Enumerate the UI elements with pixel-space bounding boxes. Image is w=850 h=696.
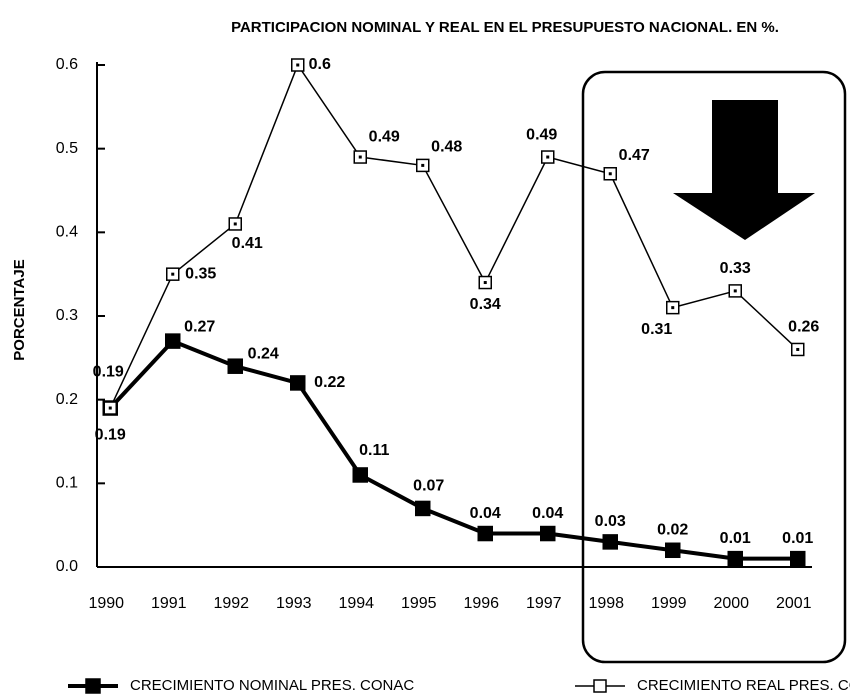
- y-tick-label: 0.4: [56, 224, 78, 241]
- data-label: 0.27: [184, 318, 215, 335]
- data-label: 0.49: [369, 128, 400, 145]
- x-tick-label: 1996: [463, 595, 499, 612]
- data-point-dot: [546, 155, 550, 159]
- data-label: 0.02: [657, 521, 688, 538]
- legend-marker: [85, 678, 101, 694]
- data-label: 0.04: [470, 505, 501, 522]
- highlight-box: [581, 70, 847, 664]
- legend-marker: [593, 679, 607, 693]
- x-tick-label: 1997: [526, 595, 562, 612]
- data-label: 0.24: [248, 345, 279, 362]
- data-label: 0.41: [232, 235, 263, 252]
- data-point: [727, 550, 743, 567]
- data-point: [665, 542, 681, 559]
- data-point: [602, 534, 618, 550]
- legend: CRECIMIENTO NOMINAL PRES. CONAC CRECIMIEN…: [68, 677, 850, 694]
- x-tick-label: 1992: [213, 595, 249, 612]
- y-tick-label: 0.6: [56, 56, 78, 73]
- y-tick-label: 0.3: [56, 307, 78, 324]
- data-label: 0.6: [309, 56, 331, 73]
- x-tick-label: 1998: [588, 595, 624, 612]
- down-arrow: [673, 100, 815, 240]
- data-label: 0.07: [413, 478, 444, 495]
- x-tick-label: 1999: [651, 595, 687, 612]
- data-point-dot: [608, 172, 612, 176]
- data-label: 0.31: [641, 321, 672, 338]
- legend-label: CRECIMIENTO REAL PRES. CONAC: [637, 677, 850, 694]
- data-label: 0.34: [470, 296, 501, 313]
- data-point-dot: [733, 289, 737, 293]
- data-label: 0.11: [359, 442, 389, 459]
- data-point-dot: [796, 347, 800, 351]
- data-label: 0.04: [532, 505, 563, 522]
- data-label: 0.01: [782, 530, 813, 547]
- data-point-dot: [171, 272, 175, 276]
- x-tick-label: 2001: [776, 595, 812, 612]
- data-label: 0.33: [720, 260, 751, 277]
- data-point: [227, 358, 243, 374]
- data-point: [165, 333, 181, 349]
- x-tick-label: 1990: [88, 595, 124, 612]
- data-point-dot: [671, 306, 675, 310]
- data-label: 0.19: [93, 363, 124, 380]
- y-tick-label: 0.2: [56, 391, 78, 408]
- data-label: 0.03: [595, 513, 626, 530]
- data-label: 0.01: [720, 530, 751, 547]
- data-label: 0.22: [314, 374, 345, 391]
- data-label: 0.26: [788, 319, 819, 336]
- data-point: [352, 467, 368, 483]
- data-point-dot: [358, 155, 362, 159]
- y-tick-label: 0.5: [56, 140, 78, 157]
- chart-title: PARTICIPACION NOMINAL Y REAL EN EL PRESU…: [231, 19, 779, 36]
- data-point: [790, 550, 806, 567]
- data-point: [477, 525, 493, 542]
- data-point: [540, 525, 556, 542]
- data-label: 0.19: [95, 426, 126, 443]
- legend-label: CRECIMIENTO NOMINAL PRES. CONAC: [130, 677, 414, 694]
- x-tick-label: 1993: [276, 595, 312, 612]
- data-point-dot: [483, 281, 487, 285]
- x-tick-label: 1995: [401, 595, 437, 612]
- data-point: [415, 500, 431, 517]
- series-line: [109, 63, 799, 409]
- y-axis-label: PORCENTAJE: [11, 259, 28, 360]
- data-point: [290, 375, 306, 391]
- data-label: 0.48: [431, 139, 462, 156]
- data-point-dot: [296, 63, 300, 67]
- data-label: 0.35: [185, 265, 216, 282]
- data-label: 0.49: [526, 126, 557, 143]
- x-tick-label: 1991: [151, 595, 187, 612]
- y-tick-label: 0.1: [56, 475, 78, 492]
- x-tick-label: 2000: [713, 595, 749, 612]
- x-tick-label: 1994: [338, 595, 374, 612]
- series-line: [108, 338, 798, 561]
- data-point-dot: [421, 163, 425, 167]
- y-tick-label: 0.0: [56, 558, 78, 575]
- data-label: 0.47: [619, 147, 650, 164]
- data-point-dot: [108, 406, 112, 410]
- data-point-dot: [233, 222, 237, 226]
